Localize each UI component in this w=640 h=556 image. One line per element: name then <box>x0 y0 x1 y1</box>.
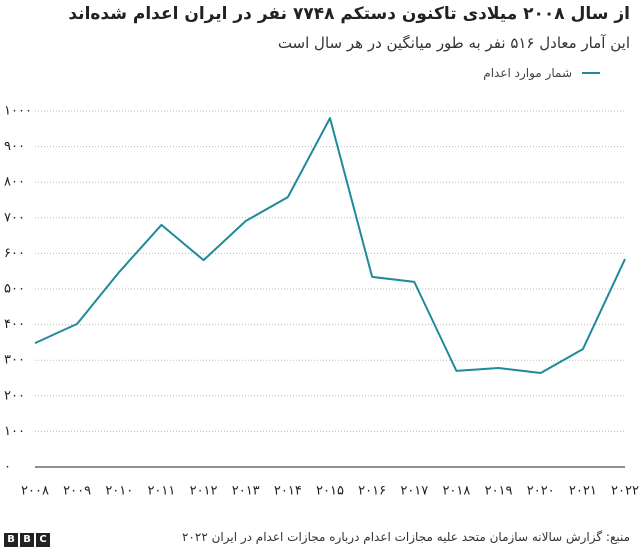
legend-label: شمار موارد اعدام <box>483 66 572 80</box>
y-tick-label: ۰ <box>4 460 11 475</box>
legend: شمار موارد اعدام <box>483 66 600 80</box>
x-tick-label: ۲۰۱۰ <box>105 484 133 499</box>
logo-letter: B <box>4 533 18 547</box>
x-tick-label: ۲۰۱۱ <box>147 484 175 499</box>
legend-swatch <box>582 72 600 74</box>
y-tick-label: ۲۰۰ <box>4 388 25 403</box>
source-note: منبع: گزارش سالانه سازمان متحد علیه مجاز… <box>181 530 630 544</box>
x-tick-label: ۲۰۱۴ <box>274 484 302 499</box>
x-tick-label: ۲۰۱۶ <box>358 484 386 499</box>
x-tick-label: ۲۰۱۸ <box>442 484 470 499</box>
y-tick-label: ۶۰۰ <box>4 246 25 261</box>
chart-title: از سال ۲۰۰۸ میلادی تاکنون دستکم ۷۷۴۸ نفر… <box>68 4 630 24</box>
x-tick-label: ۲۰۱۲ <box>190 484 218 499</box>
x-tick-label: ۲۰۱۳ <box>232 484 260 499</box>
logo-letter: B <box>20 533 34 547</box>
y-tick-label: ۸۰۰ <box>4 175 25 190</box>
data-line <box>34 117 626 375</box>
y-tick-label: ۴۰۰ <box>4 317 25 332</box>
x-tick-label: ۲۰۰۹ <box>63 484 91 499</box>
x-tick-label: ۲۰۱۷ <box>400 484 428 499</box>
x-tick-label: ۲۰۱۹ <box>485 484 513 499</box>
logo-letter: C <box>36 533 50 547</box>
x-tick-label: ۲۰۲۱ <box>569 484 597 499</box>
y-tick-label: ۱۰۰۰ <box>4 104 32 119</box>
chart: ۰ ۱۰۰ ۲۰۰ ۳۰۰ ۴۰۰ ۵۰۰ ۶۰۰ ۷۰۰ ۸۰۰ ۹۰۰ ۱۰۰۰ ۲۰۰۸ ۲۰۰۹… <box>4 104 639 499</box>
logo: B B C <box>4 533 50 547</box>
y-tick-label: ۱۰۰ <box>4 424 25 439</box>
y-tick-label: ۳۰۰ <box>4 353 25 368</box>
y-tick-label: ۷۰۰ <box>4 210 25 225</box>
x-tick-label: ۲۰۲۲ <box>611 484 639 499</box>
x-tick-label: ۲۰۲۰ <box>527 484 555 499</box>
x-tick-label: ۲۰۰۸ <box>21 484 49 499</box>
chart-subtitle: این آمار معادل ۵۱۶ نفر به طور میانگین در… <box>277 34 630 52</box>
y-tick-label: ۵۰۰ <box>4 282 25 297</box>
x-tick-label: ۲۰۱۵ <box>316 484 344 499</box>
y-tick-label: ۹۰۰ <box>4 139 25 154</box>
